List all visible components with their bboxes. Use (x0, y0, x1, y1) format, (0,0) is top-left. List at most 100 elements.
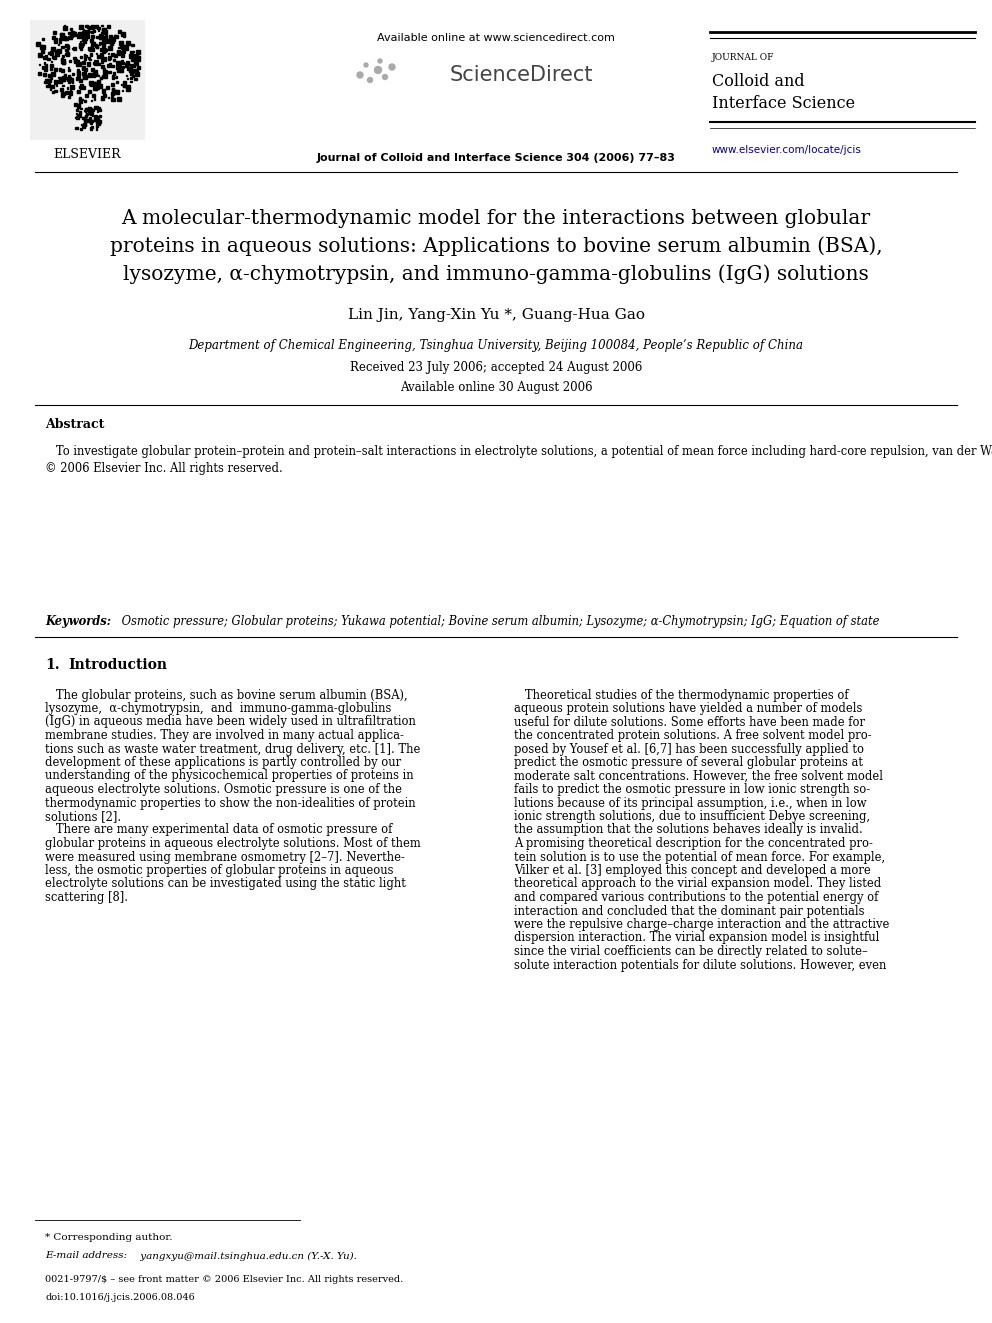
Bar (116, 50, 120, 54)
Text: ionic strength solutions, due to insufficient Debye screening,: ionic strength solutions, due to insuffi… (514, 810, 870, 823)
Bar (62, 46, 63, 48)
Bar (120, 69, 123, 71)
Bar (120, 46, 124, 49)
Bar (65, 53, 69, 56)
Bar (82, 74, 86, 78)
Bar (58, 49, 61, 53)
Bar (100, 32, 103, 34)
Bar (99, 49, 102, 52)
Bar (116, 65, 118, 67)
Bar (83, 126, 85, 127)
Bar (101, 37, 104, 40)
Bar (112, 89, 114, 90)
Bar (98, 122, 100, 124)
Text: Lin Jin, Yang-Xin Yu *, Guang-Hua Gao: Lin Jin, Yang-Xin Yu *, Guang-Hua Gao (347, 308, 645, 321)
Bar (68, 69, 70, 71)
Bar (76, 108, 78, 110)
Bar (64, 38, 65, 40)
Bar (50, 69, 52, 70)
Bar (119, 62, 121, 64)
Bar (60, 87, 63, 91)
Bar (122, 50, 125, 53)
Bar (121, 60, 123, 62)
Bar (83, 99, 86, 102)
Bar (108, 58, 109, 60)
Bar (127, 66, 130, 70)
Bar (101, 44, 105, 46)
Bar (79, 79, 82, 82)
Bar (61, 91, 63, 95)
Bar (119, 41, 123, 45)
Bar (54, 67, 58, 71)
Bar (112, 77, 114, 79)
Bar (103, 36, 106, 40)
Bar (61, 33, 62, 34)
Bar (63, 94, 65, 95)
Bar (95, 45, 98, 49)
Bar (134, 62, 138, 65)
Bar (95, 25, 98, 28)
Bar (77, 114, 80, 115)
Bar (92, 82, 95, 85)
Text: There are many experimental data of osmotic pressure of: There are many experimental data of osmo… (45, 823, 393, 836)
Bar (137, 56, 140, 58)
Bar (111, 83, 114, 86)
Bar (126, 61, 129, 64)
Bar (90, 112, 91, 114)
Bar (76, 69, 78, 70)
Bar (82, 126, 83, 127)
Bar (91, 30, 93, 33)
Bar (96, 46, 98, 48)
Bar (41, 50, 45, 53)
Bar (79, 34, 82, 36)
Bar (90, 42, 94, 45)
Bar (79, 86, 80, 87)
Bar (111, 93, 114, 94)
Bar (88, 108, 89, 110)
Bar (102, 48, 105, 52)
Bar (123, 83, 126, 87)
Bar (89, 38, 93, 42)
Bar (76, 115, 78, 116)
Bar (49, 52, 51, 54)
Bar (75, 127, 78, 130)
Bar (115, 90, 119, 94)
Bar (137, 57, 140, 61)
Bar (95, 128, 97, 130)
Bar (98, 41, 101, 45)
Bar (79, 25, 83, 29)
Text: globular proteins in aqueous electrolyte solutions. Most of them: globular proteins in aqueous electrolyte… (45, 837, 421, 849)
Bar (97, 108, 99, 111)
Bar (92, 108, 94, 111)
Bar (74, 103, 77, 106)
Bar (77, 71, 78, 73)
Bar (77, 34, 80, 38)
Bar (83, 77, 84, 78)
Bar (111, 89, 114, 90)
Bar (82, 71, 85, 75)
Bar (80, 49, 81, 50)
Bar (95, 106, 98, 108)
Bar (68, 36, 72, 40)
Bar (114, 34, 118, 38)
Bar (61, 37, 62, 38)
Bar (79, 101, 81, 103)
Bar (91, 48, 94, 52)
Text: tein solution is to use the potential of mean force. For example,: tein solution is to use the potential of… (514, 851, 885, 864)
Bar (96, 120, 98, 123)
Bar (81, 66, 84, 69)
Text: lysozyme,  α-chymotrypsin,  and  immuno-gamma-globulins: lysozyme, α-chymotrypsin, and immuno-gam… (45, 703, 392, 714)
Bar (62, 36, 65, 38)
Bar (71, 81, 73, 82)
Bar (136, 50, 140, 54)
Bar (91, 99, 92, 101)
Bar (85, 115, 86, 118)
Bar (100, 83, 101, 85)
Bar (66, 77, 70, 81)
Text: proteins in aqueous solutions: Applications to bovine serum albumin (BSA),: proteins in aqueous solutions: Applicati… (110, 237, 882, 255)
Text: Available online at www.sciencedirect.com: Available online at www.sciencedirect.co… (377, 33, 615, 44)
Bar (75, 116, 78, 119)
Bar (113, 73, 115, 74)
Bar (62, 61, 65, 65)
Bar (111, 53, 114, 57)
